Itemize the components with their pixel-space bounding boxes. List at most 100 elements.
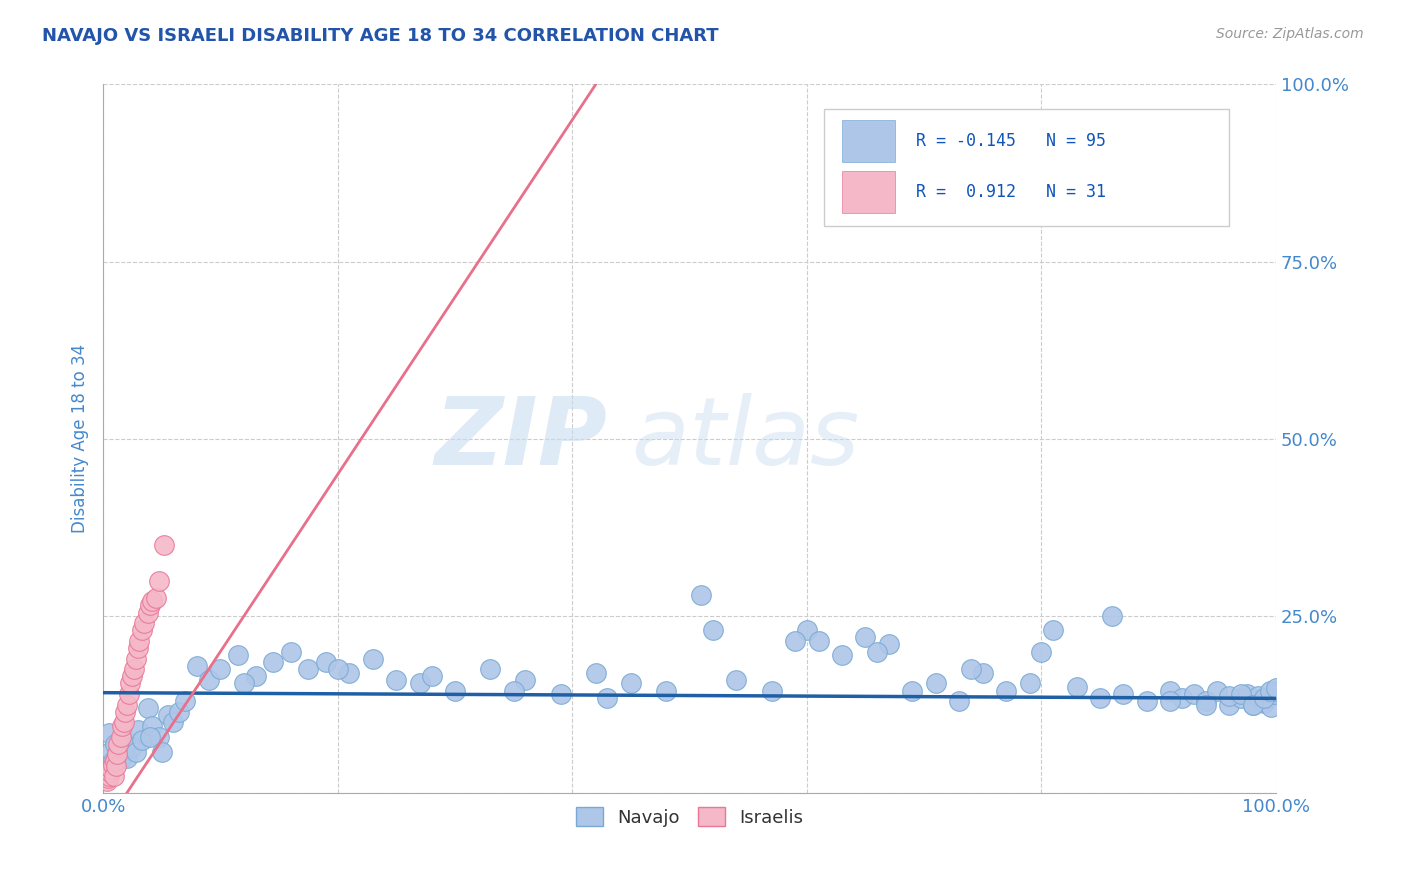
Point: [131, 733, 153, 747]
Point: [444, 683, 467, 698]
FancyBboxPatch shape: [824, 109, 1229, 227]
Point: [785, 634, 807, 648]
Point: [103, 769, 125, 783]
Point: [127, 640, 149, 655]
Point: [1171, 690, 1194, 705]
Point: [186, 658, 208, 673]
Point: [807, 634, 830, 648]
Point: [98, 726, 121, 740]
Point: [162, 715, 184, 730]
Point: [1031, 644, 1053, 658]
Point: [118, 735, 141, 749]
Point: [125, 745, 148, 759]
Point: [690, 588, 713, 602]
Point: [105, 747, 128, 762]
Point: [315, 655, 337, 669]
Point: [1260, 699, 1282, 714]
Point: [101, 755, 124, 769]
Text: ZIP: ZIP: [434, 392, 607, 485]
Point: [105, 759, 128, 773]
Point: [125, 651, 148, 665]
Point: [115, 751, 138, 765]
Point: [145, 591, 167, 606]
Point: [101, 758, 124, 772]
FancyBboxPatch shape: [842, 120, 894, 162]
Point: [1263, 687, 1285, 701]
Point: [479, 662, 502, 676]
Point: [1229, 687, 1251, 701]
Point: [127, 723, 149, 737]
Y-axis label: Disability Age 18 to 34: Disability Age 18 to 34: [72, 344, 89, 533]
Point: [1194, 694, 1216, 708]
Point: [1229, 690, 1251, 705]
Point: [114, 705, 136, 719]
Point: [585, 665, 607, 680]
Point: [111, 719, 134, 733]
Point: [120, 676, 142, 690]
Point: [1265, 683, 1288, 698]
Point: [105, 747, 128, 762]
Point: [110, 752, 132, 766]
Point: [948, 694, 970, 708]
Point: [1066, 680, 1088, 694]
Point: [1042, 624, 1064, 638]
Text: atlas: atlas: [631, 393, 859, 484]
Point: [1258, 683, 1281, 698]
Point: [550, 687, 572, 701]
Point: [262, 655, 284, 669]
Point: [169, 705, 191, 719]
Point: [1265, 681, 1288, 696]
Point: [156, 708, 179, 723]
Point: [796, 624, 818, 638]
Point: [877, 638, 900, 652]
Point: [361, 651, 384, 665]
Point: [1182, 687, 1205, 701]
Text: R = -0.145   N = 95: R = -0.145 N = 95: [915, 132, 1107, 150]
Legend: Navajo, Israelis: Navajo, Israelis: [568, 800, 811, 834]
Point: [118, 687, 141, 701]
Point: [972, 665, 994, 680]
Point: [209, 662, 232, 676]
Point: [960, 662, 983, 676]
Point: [100, 762, 122, 776]
Point: [128, 634, 150, 648]
Point: [153, 538, 176, 552]
Point: [502, 683, 524, 698]
Point: [1241, 698, 1264, 712]
Point: [1218, 698, 1240, 712]
Point: [297, 662, 319, 676]
Point: [725, 673, 748, 687]
Text: Source: ZipAtlas.com: Source: ZipAtlas.com: [1216, 27, 1364, 41]
Point: [245, 669, 267, 683]
Point: [100, 744, 122, 758]
Point: [280, 644, 302, 658]
Point: [1112, 687, 1135, 701]
Point: [141, 593, 163, 607]
Point: [131, 624, 153, 638]
Point: [1206, 683, 1229, 698]
Point: [1257, 690, 1279, 705]
Point: [1018, 676, 1040, 690]
Point: [620, 676, 643, 690]
Point: [1253, 696, 1275, 710]
Text: NAVAJO VS ISRAELI DISABILITY AGE 18 TO 34 CORRELATION CHART: NAVAJO VS ISRAELI DISABILITY AGE 18 TO 3…: [42, 27, 718, 45]
Point: [98, 765, 121, 780]
Point: [97, 771, 120, 785]
Point: [339, 665, 361, 680]
Point: [702, 624, 724, 638]
Point: [1159, 683, 1181, 698]
Point: [150, 745, 173, 759]
Point: [115, 698, 138, 712]
Point: [1194, 698, 1216, 712]
Point: [98, 769, 121, 783]
Point: [409, 676, 432, 690]
Point: [139, 599, 162, 613]
Point: [122, 662, 145, 676]
Point: [866, 644, 889, 658]
Point: [139, 730, 162, 744]
Point: [110, 730, 132, 744]
Point: [1159, 694, 1181, 708]
Point: [141, 719, 163, 733]
Point: [596, 690, 619, 705]
Point: [104, 755, 127, 769]
